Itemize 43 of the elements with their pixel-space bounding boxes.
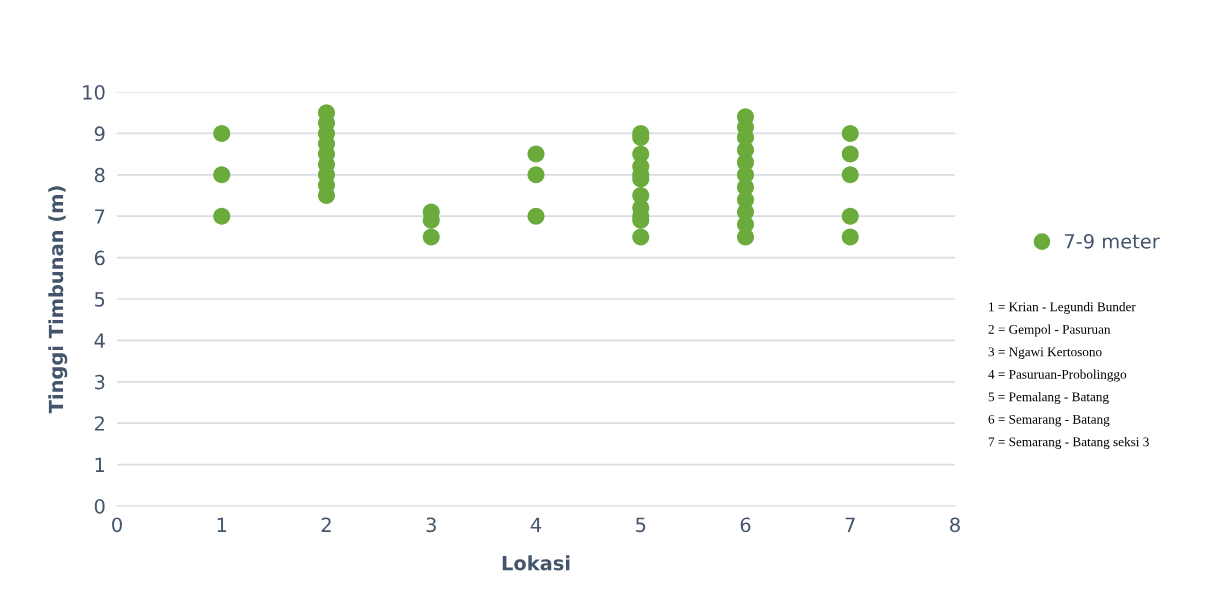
x-tick-label: 5 bbox=[636, 517, 646, 533]
x-tick-label: 8 bbox=[950, 517, 960, 533]
y-tick-label: 5 bbox=[95, 292, 105, 307]
point bbox=[213, 124, 231, 142]
point bbox=[527, 145, 545, 163]
point bbox=[841, 145, 859, 163]
point bbox=[841, 207, 859, 225]
point bbox=[422, 228, 440, 246]
y-tick-label: 2 bbox=[94, 416, 104, 431]
point bbox=[527, 166, 545, 184]
text: 2 = Gempol - Pasuruan bbox=[988, 324, 1111, 337]
text: 1 = Krian - Legundi Bunder bbox=[989, 302, 1136, 314]
y-tick-label: 9 bbox=[94, 126, 105, 142]
y-tick-label: 10 bbox=[83, 84, 105, 100]
y-tick-label: 0 bbox=[94, 498, 105, 514]
point bbox=[841, 124, 859, 142]
text: 3 = Ngawi Kertosono bbox=[988, 347, 1102, 359]
text: 4 = Pasuruan-Probolinggo bbox=[988, 369, 1127, 382]
point bbox=[213, 207, 231, 225]
text: 5 = Pemalang - Batang bbox=[988, 392, 1109, 404]
text: 6 = Semarang - Batang bbox=[988, 414, 1110, 427]
x-tick-label: 6 bbox=[740, 517, 751, 533]
y-tick-label: 1 bbox=[95, 457, 105, 472]
x-axis-title: Lokasi bbox=[502, 555, 570, 571]
y-tick-label: 6 bbox=[94, 250, 105, 266]
y-axis-title: Tinggi Timbunan (m) bbox=[48, 186, 68, 414]
x-tick-label: 2 bbox=[321, 517, 331, 532]
x-tick-label: 0 bbox=[112, 517, 122, 533]
x-tick-label: 7 bbox=[845, 517, 855, 532]
point bbox=[841, 228, 859, 246]
point bbox=[213, 166, 231, 184]
x-tick-label: 4 bbox=[530, 517, 542, 532]
x-tick-label: 3 bbox=[426, 517, 436, 533]
point bbox=[632, 228, 650, 246]
legend-label: 7-9 meter bbox=[1064, 233, 1160, 249]
y-tick-label: 4 bbox=[94, 333, 105, 348]
point bbox=[527, 207, 545, 225]
y-tick-label: 8 bbox=[94, 167, 105, 183]
text: 7 = Semarang - Batang seksi 3 bbox=[988, 437, 1149, 449]
y-tick-label: 7 bbox=[95, 209, 105, 224]
point bbox=[841, 166, 859, 184]
y-tick-label: 3 bbox=[95, 374, 105, 390]
x-tick-label: 1 bbox=[217, 517, 227, 532]
